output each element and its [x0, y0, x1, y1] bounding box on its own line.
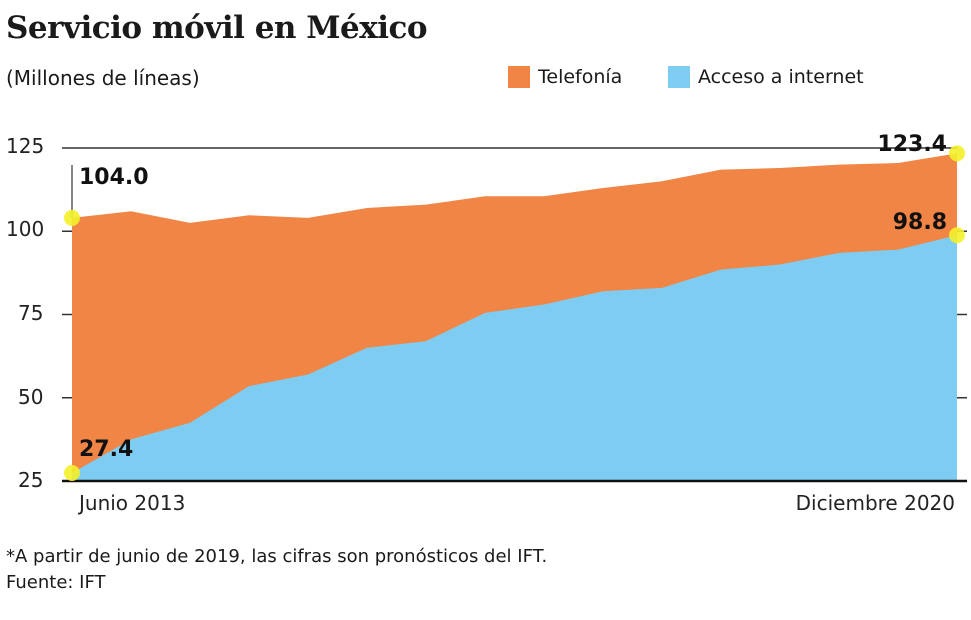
legend-swatch-telefonia: [508, 66, 530, 88]
legend-internet: Acceso a internet: [668, 66, 864, 88]
chart-subtitle: (Millones de líneas): [6, 66, 200, 90]
annotation-telefonia-start: 104.0: [79, 165, 149, 190]
y-tick-100: 100: [6, 217, 44, 241]
chart-title: Servicio móvil en México: [6, 10, 428, 46]
legend-label-internet: Acceso a internet: [698, 66, 864, 88]
annotation-telefonia-end: 123.4: [877, 132, 947, 157]
source: Fuente: IFT: [6, 572, 106, 593]
x-label-end: Diciembre 2020: [796, 491, 955, 515]
highlight-dot-acceso-a-internet-15: [949, 227, 965, 244]
highlight-dot-telefonía-0: [64, 209, 80, 226]
annotation-internet-end: 98.8: [893, 210, 947, 235]
y-tick-75: 75: [18, 301, 43, 325]
area-internet: [72, 235, 957, 481]
x-label-start: Junio 2013: [77, 491, 185, 515]
y-tick-25: 25: [18, 468, 43, 492]
highlight-dot-acceso-a-internet-0: [64, 465, 80, 482]
legend-telefonia: Telefonía: [508, 66, 622, 88]
highlight-dot-telefonía-15: [949, 145, 965, 162]
y-tick-125: 125: [6, 134, 44, 158]
annotation-internet-start: 27.4: [79, 437, 133, 462]
legend-swatch-internet: [668, 66, 690, 88]
y-tick-50: 50: [18, 385, 43, 409]
legend-label-telefonia: Telefonía: [538, 66, 623, 88]
footnote: *A partir de junio de 2019, las cifras s…: [6, 546, 548, 567]
